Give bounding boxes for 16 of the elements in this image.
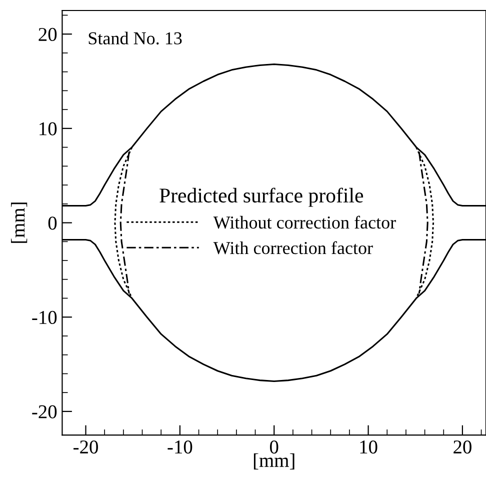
y-tick-label: -10	[32, 310, 57, 324]
x-tick-label: -20	[74, 440, 98, 454]
y-tick-label: 20	[38, 28, 57, 42]
legend-label: Without correction factor	[213, 216, 396, 229]
x-tick-label: -10	[168, 440, 192, 454]
legend-title: Predicted surface profile	[160, 188, 364, 207]
annotation: Stand No. 13	[88, 32, 182, 45]
y-axis-title: [mm]	[11, 202, 28, 243]
y-tick-label: -20	[32, 405, 57, 418]
x-axis-title: [mm]	[254, 453, 294, 470]
y-tick-label: 0	[48, 216, 57, 230]
y-tick-label: 10	[40, 122, 57, 136]
x-tick-label: 0	[270, 440, 278, 454]
x-tick-label: 20	[454, 440, 472, 454]
x-tick-label: 10	[360, 440, 378, 454]
legend-label: With correction factor	[213, 241, 373, 254]
